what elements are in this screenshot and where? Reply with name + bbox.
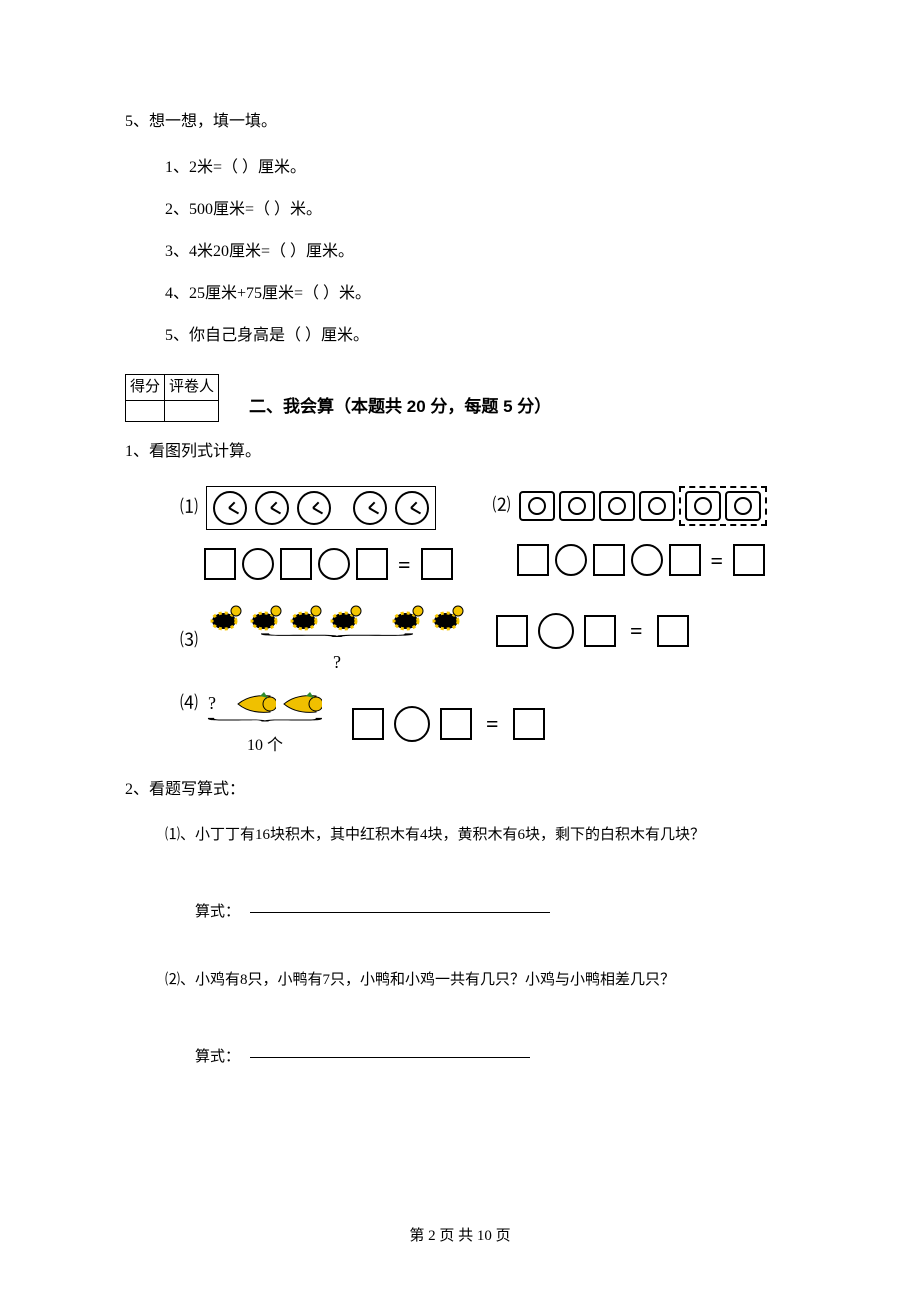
p1-sub4: ⑷ ? ︸ 10 个	[180, 690, 322, 758]
clock-icon	[255, 491, 289, 525]
score-cell-1	[126, 400, 165, 421]
q5-item-5: 5、你自己身高是（ ）厘米。	[165, 324, 795, 348]
answer-underline	[250, 1057, 530, 1058]
blank-square	[584, 615, 616, 647]
bee-icon	[288, 605, 324, 633]
p1-label-3: ⑶	[180, 627, 198, 654]
blank-square	[657, 615, 689, 647]
blank-circle	[555, 544, 587, 576]
equals-sign: =	[707, 544, 728, 577]
camera-icon	[599, 491, 635, 521]
q5-item-4: 4、25厘米+75厘米=（ ）米。	[165, 282, 795, 306]
bee-icon	[390, 605, 426, 633]
q5-item-1: 1、2米=（ ）厘米。	[165, 156, 795, 180]
blank-circle	[242, 548, 274, 580]
blank-square	[352, 708, 384, 740]
equals-sign: =	[626, 614, 647, 647]
clock-icon	[395, 491, 429, 525]
brace-icon: ︸	[205, 720, 325, 731]
p2-q2: ⑵、小鸡有8只，小鸭有7只，小鸭和小鸡一共有几只？小鸡与小鸭相差几只？	[165, 969, 795, 992]
camera-icon	[685, 491, 721, 521]
horn-icon	[236, 690, 276, 718]
answer-underline	[250, 912, 550, 913]
answer-label: 算式：	[195, 904, 240, 920]
answer-label: 算式：	[195, 1049, 240, 1065]
p1-label-4: ⑷	[180, 690, 198, 717]
p1-label-1: ⑴	[180, 494, 198, 521]
blank-square	[496, 615, 528, 647]
brace-icon: ︸	[257, 635, 417, 646]
blank-circle	[394, 706, 430, 742]
blank-circle	[538, 613, 574, 649]
equals-sign: =	[394, 548, 415, 581]
p2-q1-answer: 算式：	[195, 901, 795, 924]
q5-item-2: 2、500厘米=（ ）米。	[165, 198, 795, 222]
p1-sub2: ⑵	[493, 486, 767, 577]
blank-square	[593, 544, 625, 576]
section2-header-row: 得分 评卷人 二、我会算（本题共 20 分，每题 5 分）	[125, 366, 795, 422]
score-h1: 得分	[126, 375, 165, 401]
q5-item-3: 3、4米20厘米=（ ）厘米。	[165, 240, 795, 264]
clock-icon	[297, 491, 331, 525]
camera-icon	[559, 491, 595, 521]
bee-icon	[430, 605, 466, 633]
blank-circle	[631, 544, 663, 576]
q5-title: 5、想一想，填一填。	[125, 110, 795, 134]
blank-square	[669, 544, 701, 576]
blank-square	[356, 548, 388, 580]
dashed-group	[679, 486, 767, 526]
p1-label-2: ⑵	[493, 492, 511, 519]
p2-q2-answer: 算式：	[195, 1046, 795, 1069]
bee-icon	[328, 605, 364, 633]
p1-sub4-question: ?	[208, 690, 216, 717]
camera-icon	[725, 491, 761, 521]
p2-q1: ⑴、小丁丁有16块积木，其中红积木有4块，黄积木有6块，剩下的白积木有几块？	[165, 824, 795, 847]
p1-title: 1、看图列式计算。	[125, 440, 795, 464]
clock-icon	[353, 491, 387, 525]
horn-icon	[282, 690, 322, 718]
blank-square	[280, 548, 312, 580]
page-footer: 第 2 页 共 10 页	[0, 1225, 920, 1248]
bee-icon	[208, 605, 244, 633]
blank-square	[204, 548, 236, 580]
score-cell-2	[165, 400, 219, 421]
page: 5、想一想，填一填。 1、2米=（ ）厘米。 2、500厘米=（ ）米。 3、4…	[0, 0, 920, 1302]
p1-sub3-question: ?	[333, 649, 341, 676]
camera-icon	[639, 491, 675, 521]
p1-figure: ⑴ =	[180, 486, 795, 758]
equals-sign: =	[482, 707, 503, 740]
bee-icon	[248, 605, 284, 633]
blank-square	[517, 544, 549, 576]
score-table: 得分 评卷人	[125, 374, 219, 422]
blank-circle	[318, 548, 350, 580]
score-h2: 评卷人	[165, 375, 219, 401]
p1-sub4-total: 10 个	[247, 734, 283, 758]
p2-title: 2、看题写算式：	[125, 778, 795, 802]
blank-square	[733, 544, 765, 576]
blank-square	[440, 708, 472, 740]
blank-square	[421, 548, 453, 580]
clock-icon	[213, 491, 247, 525]
p1-sub1: ⑴ =	[180, 486, 453, 581]
section2-title: 二、我会算（本题共 20 分，每题 5 分）	[249, 394, 551, 422]
camera-icon	[519, 491, 555, 521]
blank-square	[513, 708, 545, 740]
p1-sub3: ⑶ ︸ ?	[180, 605, 466, 676]
